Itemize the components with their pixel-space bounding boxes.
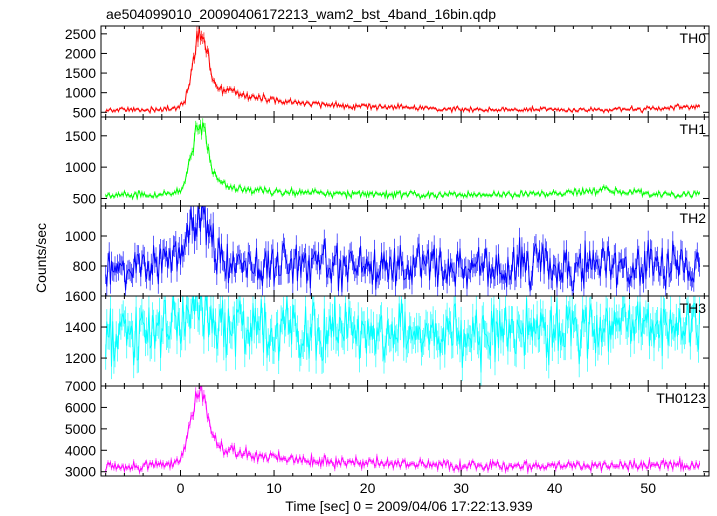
- panel-th3: 1200 1400 1600 TH3: [65, 288, 710, 387]
- series-line-th1: [105, 122, 700, 199]
- y-tick-label: 2500: [65, 26, 96, 42]
- error-bars-th2: [105, 206, 700, 296]
- y-tick-label: 6000: [65, 399, 96, 415]
- x-axis-label: Time [sec] 0 = 2009/04/06 17:22:13.939: [285, 498, 533, 514]
- panel-label-th3: TH3: [680, 300, 707, 316]
- y-tick-label: 500: [73, 190, 97, 206]
- y-tick-label: 1000: [65, 85, 96, 101]
- series-line-th2: [105, 205, 701, 293]
- panel-th0123: 3000 4000 5000 6000 7000 TH0123: [65, 378, 710, 480]
- y-tick-label: 3000: [65, 464, 96, 480]
- y-tick-label: 7000: [65, 378, 96, 394]
- x-tick-label: 0: [177, 480, 185, 496]
- y-tick-label: 1500: [65, 128, 96, 144]
- y-tick-label: 1000: [65, 159, 96, 175]
- panel-label-th1: TH1: [680, 121, 707, 137]
- panel-th0: 500 1000 1500 2000 2500 TH0: [65, 25, 710, 120]
- x-tick-label: 30: [453, 480, 469, 496]
- panel-label-th0123: TH0123: [656, 390, 706, 406]
- y-tick-label: 4000: [65, 442, 96, 458]
- x-tick-label: 50: [640, 480, 656, 496]
- y-tick-label: 1500: [65, 65, 96, 81]
- y-tick-label: 800: [73, 258, 97, 274]
- panel-th2: 800 1000 TH2: [65, 205, 710, 297]
- y-tick-label: 5000: [65, 421, 96, 437]
- x-tick-label: 40: [547, 480, 563, 496]
- chart-title: ae504099010_20090406172213_wam2_bst_4ban…: [106, 6, 496, 22]
- y-tick-label: 1200: [65, 350, 96, 366]
- series-line-th0: [105, 25, 700, 114]
- panel-frame-th0: [100, 25, 710, 118]
- y-axis-label: Counts/sec: [33, 223, 49, 293]
- y-tick-label: 1000: [65, 228, 96, 244]
- panel-th1: 500 1000 1500 TH1: [65, 116, 710, 207]
- y-tick-label: 500: [73, 104, 97, 120]
- series-line-th0123: [105, 385, 701, 473]
- x-tick-label: 10: [266, 480, 282, 496]
- panel-label-th2: TH2: [680, 210, 707, 226]
- y-tick-label: 1600: [65, 288, 96, 304]
- y-tick-label: 2000: [65, 45, 96, 61]
- x-tick-label: 20: [360, 480, 376, 496]
- series-line-th3: [105, 295, 701, 373]
- panel-label-th0: TH0: [680, 30, 707, 46]
- y-tick-label: 1400: [65, 319, 96, 335]
- error-bars-th0: [105, 26, 700, 114]
